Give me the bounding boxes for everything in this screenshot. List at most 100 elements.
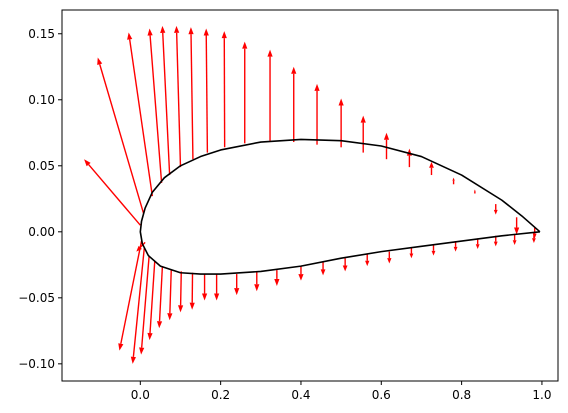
arrow-head bbox=[291, 66, 297, 74]
lower-surface-arrow bbox=[214, 274, 220, 301]
arrow-head bbox=[130, 356, 136, 364]
arrow-shaft bbox=[162, 32, 171, 176]
arrow-head bbox=[314, 83, 320, 91]
lower-surface-arrow bbox=[274, 270, 280, 286]
x-tick-label: 1.0 bbox=[532, 388, 551, 402]
arrow-head bbox=[214, 293, 220, 301]
arrow-head bbox=[387, 258, 392, 264]
arrow-head bbox=[453, 246, 458, 252]
arrow-shaft bbox=[149, 260, 156, 334]
y-tick-label: −0.10 bbox=[18, 357, 55, 371]
x-tick-label: 0.6 bbox=[372, 388, 391, 402]
arrow-head bbox=[365, 260, 370, 267]
lower-surface-arrow bbox=[178, 271, 184, 313]
upper-surface-arrow bbox=[267, 49, 273, 141]
pressure-arrows bbox=[84, 25, 537, 364]
upper-surface-arrow bbox=[203, 28, 209, 153]
upper-surface-arrow bbox=[429, 161, 434, 176]
arrow-head bbox=[242, 41, 248, 49]
arrow-head bbox=[360, 115, 366, 123]
y-tick-label: −0.05 bbox=[18, 291, 55, 305]
x-tick-label: 0.0 bbox=[131, 388, 150, 402]
arrow-head bbox=[493, 241, 498, 247]
lower-surface-arrow bbox=[409, 247, 414, 259]
arrow-head bbox=[342, 265, 348, 272]
arrow-head bbox=[409, 253, 414, 259]
x-tick-label: 0.4 bbox=[291, 388, 310, 402]
arrow-head bbox=[160, 25, 166, 33]
lower-surface-arrow bbox=[512, 234, 517, 246]
y-tick-label: 0.05 bbox=[28, 159, 55, 173]
arrow-head bbox=[429, 161, 434, 168]
arrow-head bbox=[201, 293, 208, 301]
arrow-head bbox=[274, 278, 280, 286]
upper-surface-arrow bbox=[242, 41, 248, 144]
lower-surface-arrow bbox=[387, 251, 392, 264]
arrow-head bbox=[431, 250, 436, 256]
arrow-head bbox=[320, 269, 326, 276]
arrow-head bbox=[221, 31, 227, 39]
lower-surface-arrow bbox=[532, 232, 536, 244]
arrow-shaft bbox=[99, 64, 145, 214]
arrow-head bbox=[338, 98, 344, 106]
arrow-head bbox=[167, 313, 173, 321]
upper-surface-arrow bbox=[174, 25, 182, 168]
arrow-shaft bbox=[120, 240, 143, 344]
upper-surface-arrow bbox=[514, 217, 520, 235]
arrow-shaft bbox=[179, 271, 182, 306]
arrow-shaft bbox=[140, 255, 150, 348]
arrow-head bbox=[147, 28, 153, 36]
arrow-head bbox=[267, 49, 273, 57]
upper-surface-arrow bbox=[383, 132, 390, 160]
arrow-head bbox=[475, 244, 480, 249]
lower-surface-arrow bbox=[167, 270, 173, 321]
lower-surface-arrow bbox=[189, 272, 195, 310]
arrow-shaft bbox=[158, 266, 164, 322]
arrow-head bbox=[188, 27, 194, 35]
upper-surface-arrow bbox=[452, 177, 455, 185]
lower-surface-arrow bbox=[130, 247, 146, 364]
arrow-shaft bbox=[88, 164, 141, 226]
arrow-shaft bbox=[169, 270, 172, 314]
arrow-head bbox=[127, 32, 133, 40]
x-tick-label: 0.8 bbox=[452, 388, 471, 402]
lower-surface-arrow bbox=[234, 274, 240, 296]
lower-surface-arrow bbox=[298, 266, 304, 281]
arrow-head bbox=[156, 321, 163, 329]
lower-surface-arrow bbox=[365, 254, 370, 267]
upper-surface-arrow bbox=[97, 57, 145, 214]
arrow-head bbox=[474, 189, 476, 192]
arrow-head bbox=[512, 240, 517, 246]
lower-surface-arrow bbox=[118, 240, 143, 351]
lower-surface-arrow bbox=[139, 255, 150, 355]
lower-surface-arrow bbox=[475, 238, 480, 249]
upper-surface-arrow bbox=[493, 204, 498, 215]
arrow-head bbox=[203, 28, 209, 36]
airfoil-outline bbox=[139, 138, 541, 275]
lower-surface-arrow bbox=[342, 258, 348, 272]
lower-surface-arrow bbox=[431, 245, 436, 256]
arrow-head bbox=[532, 238, 536, 244]
lower-surface-arrow bbox=[254, 271, 260, 292]
arrow-head bbox=[189, 302, 195, 310]
arrow-head bbox=[174, 25, 180, 33]
upper-surface-arrow bbox=[221, 31, 227, 148]
arrow-head bbox=[147, 332, 153, 341]
arrow-head bbox=[493, 209, 498, 215]
lower-surface-arrow bbox=[156, 266, 164, 329]
arrow-shaft bbox=[128, 39, 154, 197]
upper-surface-arrow bbox=[188, 27, 194, 160]
y-tick-label: 0.10 bbox=[28, 93, 55, 107]
lower-surface-arrow bbox=[147, 260, 156, 341]
arrow-head bbox=[118, 343, 124, 351]
upper-surface-arrow bbox=[127, 32, 154, 197]
arrow-head bbox=[139, 347, 145, 355]
upper-surface-arrow bbox=[84, 159, 141, 226]
arrow-head bbox=[84, 159, 91, 167]
arrow-head bbox=[97, 57, 103, 65]
x-tick-label: 0.2 bbox=[211, 388, 230, 402]
arrow-head bbox=[234, 288, 240, 296]
upper-surface-arrow bbox=[474, 189, 476, 194]
lower-surface-arrow bbox=[201, 274, 208, 301]
